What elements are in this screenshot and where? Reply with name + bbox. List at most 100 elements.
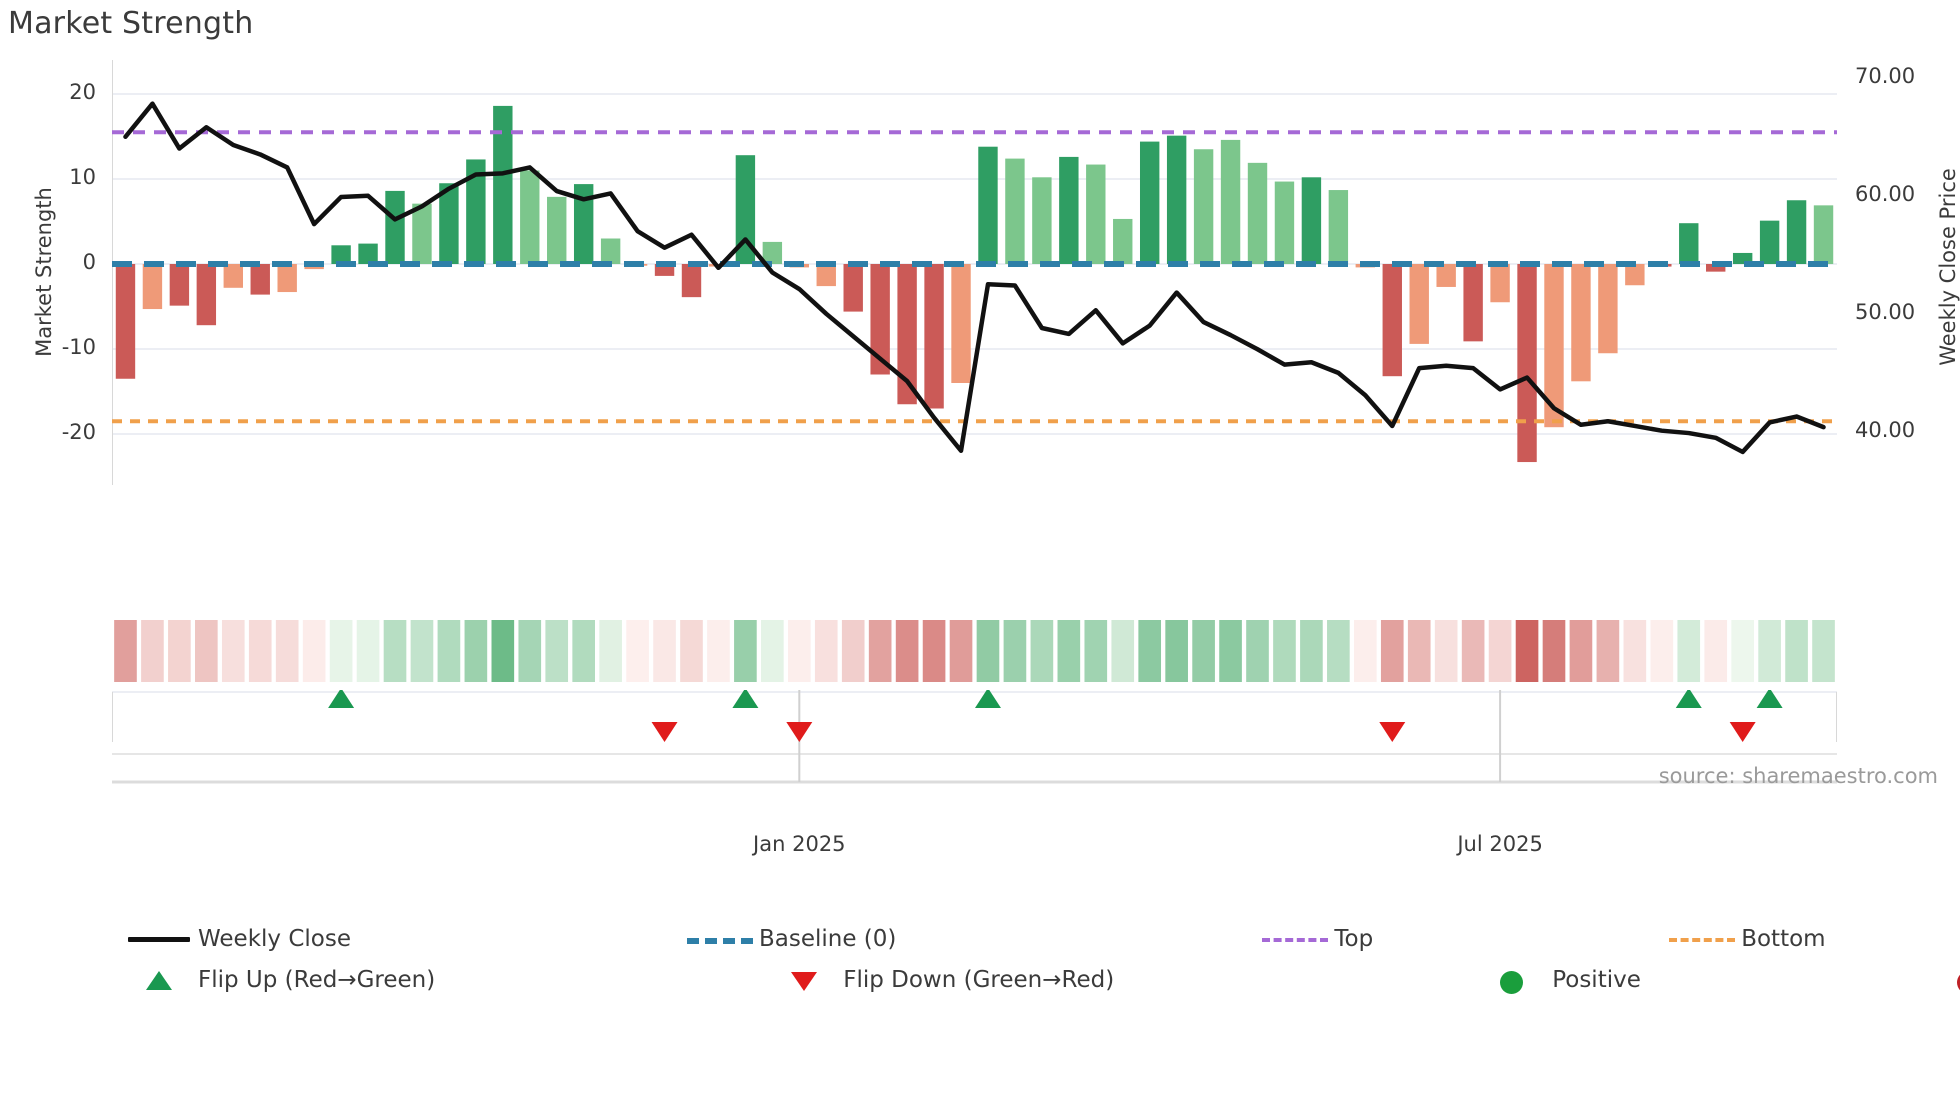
legend-item-label: Bottom <box>1741 925 1826 952</box>
heatmap-cell <box>329 620 353 682</box>
triangle-down-icon <box>765 965 843 995</box>
heatmap-cell <box>1057 620 1081 682</box>
strength-bar <box>1382 264 1402 377</box>
strength-bar <box>412 203 432 264</box>
strength-bar <box>1059 156 1079 264</box>
heatmap-cell <box>1569 620 1593 682</box>
heatmap-cell <box>302 620 326 682</box>
heatmap-cell <box>1461 620 1485 682</box>
triangle-up-icon <box>120 965 198 995</box>
strength-bar <box>1786 200 1807 264</box>
heatmap-cell <box>1434 620 1458 682</box>
flip-up-marker <box>1675 688 1702 708</box>
strength-bar <box>1139 141 1160 264</box>
y-axis-right-tick: 70.00 <box>1855 63 1916 88</box>
strength-bar <box>978 146 998 264</box>
legend-item[interactable]: Bottom <box>1663 924 1826 954</box>
heatmap-cell <box>1030 620 1054 682</box>
strength-bar <box>1005 158 1025 264</box>
legend-symbol-glyph <box>1262 937 1329 942</box>
y-axis-left-tick: 20 <box>69 80 96 104</box>
legend-item[interactable]: Baseline (0) <box>681 924 896 954</box>
y-axis-right-tick: 40.00 <box>1855 417 1916 442</box>
dashed-line-icon <box>681 924 759 954</box>
strength-bar <box>600 238 621 264</box>
strength-bar <box>142 264 163 310</box>
strength-bar <box>1193 149 1214 264</box>
strength-bar <box>843 264 863 312</box>
heatmap-cell <box>1623 620 1647 682</box>
strength-bar <box>681 264 702 298</box>
strength-bar <box>520 170 540 264</box>
heatmap-cell <box>1704 620 1728 682</box>
y-axis-right-tick: 50.00 <box>1855 299 1916 324</box>
legend-item[interactable]: Flip Up (Red→Green) <box>120 965 435 995</box>
solid-line-icon <box>120 924 198 954</box>
strength-bar <box>1436 264 1456 287</box>
heatmap-cell <box>1785 620 1808 682</box>
heatmap-cell <box>248 620 272 682</box>
strength-bar <box>1247 162 1268 264</box>
heatmap-cell <box>1488 620 1512 682</box>
legend-item-label: Top <box>1334 925 1374 952</box>
heatmap-cell <box>195 620 218 682</box>
legend-item[interactable]: Negative <box>1931 965 1960 995</box>
strength-bar <box>816 264 836 287</box>
flip-up-marker <box>328 688 355 708</box>
legend-symbol-glyph <box>1500 970 1524 994</box>
heatmap-cell <box>949 620 973 682</box>
strength-bar <box>1813 205 1834 264</box>
strength-bar <box>1517 264 1537 463</box>
heatmap-cell <box>1300 620 1323 682</box>
heatmap-cell <box>787 620 811 682</box>
legend-item-label: Weekly Close <box>198 925 351 952</box>
y-axis-left-tick: -10 <box>61 335 96 359</box>
strength-bar <box>331 245 351 264</box>
legend-item[interactable]: Weekly Close <box>120 924 351 954</box>
strength-bar <box>277 264 297 293</box>
legend-item-label: Flip Up (Red→Green) <box>198 966 436 993</box>
heatmap-cell <box>1165 620 1188 682</box>
strength-bar <box>1463 264 1483 342</box>
x-axis-tick-label: Jul 2025 <box>1457 832 1543 856</box>
strength-bar <box>493 105 513 265</box>
strength-bar <box>870 264 890 375</box>
heatmap-cell <box>1596 620 1620 682</box>
heatmap-cell <box>518 620 542 682</box>
strength-bar <box>1544 264 1564 428</box>
dotted-line-icon <box>1256 924 1334 954</box>
strength-bar <box>223 264 243 288</box>
strength-bar <box>1032 177 1052 264</box>
strength-bar <box>1220 139 1241 264</box>
heatmap-cell <box>761 620 784 682</box>
heatmap-cell <box>1407 620 1431 682</box>
flip-down-marker <box>651 722 678 742</box>
heatmap-cell <box>221 620 245 682</box>
heatmap-cell <box>1246 620 1269 682</box>
legend-symbol-glyph <box>1669 937 1736 942</box>
legend-row: Flip Up (Red→Green) Flip Down (Green→Red)… <box>120 959 1960 1000</box>
flip-up-marker <box>732 688 759 708</box>
heatmap-cell <box>545 620 569 682</box>
legend-item[interactable]: Positive <box>1474 965 1641 995</box>
heatmap-cell <box>680 620 703 682</box>
strength-bar <box>897 264 917 405</box>
heatmap-cell <box>734 620 757 682</box>
legend-item-label: Flip Down (Green→Red) <box>843 966 1115 993</box>
heatmap-cell <box>437 620 461 682</box>
strength-bar <box>1759 220 1780 264</box>
flip-markers-svg <box>111 688 1838 784</box>
strength-bar <box>1625 264 1645 286</box>
legend-item[interactable]: Flip Down (Green→Red) <box>765 965 1114 995</box>
strength-bar <box>1274 181 1295 264</box>
legend-item[interactable]: Top <box>1256 924 1373 954</box>
strength-bar <box>358 243 378 264</box>
heatmap-cell <box>1138 620 1162 682</box>
heatmap-cell <box>814 620 838 682</box>
flip-down-marker <box>786 722 813 742</box>
heatmap-cell <box>1380 620 1404 682</box>
legend-symbol-glyph <box>128 936 190 942</box>
flip-down-marker <box>1729 722 1756 742</box>
strength-bar <box>115 264 136 379</box>
